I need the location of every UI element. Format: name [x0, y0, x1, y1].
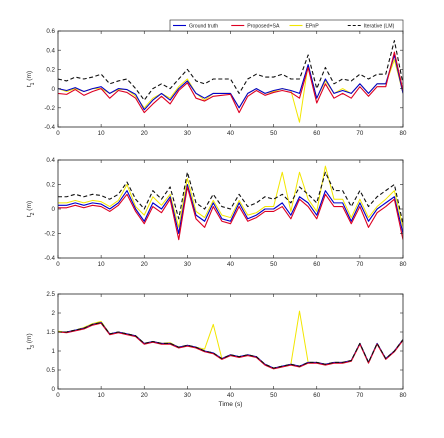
x-tick-label: 70	[356, 130, 363, 137]
y-tick-label: 0	[52, 386, 56, 393]
x-tick-label: 0	[56, 261, 60, 268]
series-line-iterative-lm	[58, 321, 403, 369]
x-tick-label: 40	[227, 392, 234, 399]
y-axis-label: t1 (m)	[26, 71, 36, 87]
legend: Ground truth Proposed+SA EPnP Iterative (LM…	[169, 19, 404, 32]
y-tick-label: -0.2	[44, 105, 55, 112]
y-tick-label: 0.4	[46, 47, 55, 54]
subplot-1: 0 10 20 30 40 50 60 70 80 -0.4 -0.2 0 0.2 0.4 0.6 t1 (m…	[26, 19, 407, 137]
axes-box	[57, 293, 404, 390]
y-tick-label: 0	[52, 86, 56, 93]
y-tick-label: 1.5	[46, 329, 55, 336]
series-lines	[58, 310, 403, 370]
x-tick-label: 70	[356, 392, 363, 399]
y-tick-label: -0.4	[44, 124, 55, 131]
x-tick-label: 50	[270, 261, 277, 268]
x-tick-label: 10	[98, 392, 105, 399]
x-tick-label: 60	[313, 261, 320, 268]
x-tick-label: 30	[184, 392, 191, 399]
x-tick-label: 10	[98, 130, 105, 137]
series-line-epnp	[58, 165, 403, 228]
x-tick-label: 0	[56, 392, 60, 399]
x-tick-label: 30	[184, 130, 191, 137]
legend-box	[169, 19, 404, 32]
x-tick-label: 0	[56, 130, 60, 137]
y-tick-label: -0.2	[44, 231, 55, 238]
y-axis-label: t2 (m)	[26, 201, 36, 217]
legend-entry: Proposed+SA	[247, 23, 280, 29]
x-tick-label: 80	[400, 392, 407, 399]
y-tick-label: 0.2	[46, 182, 55, 189]
legend-entry: Iterative (LM)	[364, 23, 395, 29]
x-tick-label: 60	[313, 392, 320, 399]
series-lines	[58, 165, 403, 241]
y-tick-label: 2.5	[46, 291, 55, 298]
series-line-iterative-lm	[58, 40, 403, 101]
y-tick-label: 2	[52, 310, 56, 317]
y-tick-label: 0.5	[46, 367, 55, 374]
x-tick-label: 20	[141, 392, 148, 399]
axes-box	[57, 30, 404, 128]
series-line-iterative-lm	[58, 171, 403, 224]
series-line-proposed-sa	[58, 186, 403, 241]
legend-entry: EPnP	[306, 23, 320, 29]
y-tick-label: 0.2	[46, 67, 55, 74]
x-tick-label: 40	[227, 261, 234, 268]
subplot-2: 0 10 20 30 40 50 60 70 80 -0.4 -0.2 0 0.2 0.4 t2 (m)	[26, 157, 407, 268]
series-line-proposed-sa	[58, 51, 403, 114]
x-tick-label: 10	[98, 261, 105, 268]
x-axis-label: Time (s)	[219, 401, 243, 408]
series-line-ground-truth	[58, 54, 403, 111]
y-tick-label: 1	[52, 348, 56, 355]
y-axis-label: t3 (m)	[26, 333, 36, 349]
y-tick-label: 0.6	[46, 28, 55, 35]
x-tick-label: 70	[356, 261, 363, 268]
x-tick-label: 50	[270, 130, 277, 137]
series-lines	[58, 40, 403, 123]
legend-entry: Ground truth	[189, 23, 218, 29]
y-tick-label: -0.4	[44, 255, 55, 262]
series-line-ground-truth	[58, 183, 403, 235]
y-tick-label: 0.4	[46, 157, 55, 164]
x-tick-label: 30	[184, 261, 191, 268]
subplot-3: 0 10 20 30 40 50 60 70 80 0 0.5 1 1.5 2 2.5 t3 (m) Time …	[26, 291, 407, 408]
x-tick-label: 20	[141, 130, 148, 137]
x-tick-label: 80	[400, 130, 407, 137]
series-line-proposed-sa	[58, 322, 403, 370]
x-tick-label: 50	[270, 392, 277, 399]
x-tick-label: 60	[313, 130, 320, 137]
series-line-epnp	[58, 59, 403, 123]
y-tick-label: 0	[52, 206, 56, 213]
x-tick-label: 20	[141, 261, 148, 268]
x-tick-label: 40	[227, 130, 234, 137]
x-tick-label: 80	[400, 261, 407, 268]
